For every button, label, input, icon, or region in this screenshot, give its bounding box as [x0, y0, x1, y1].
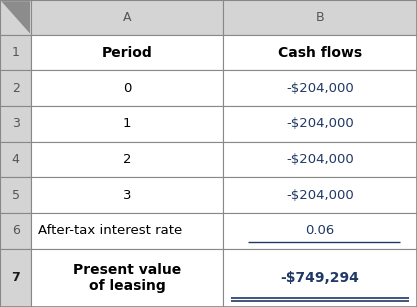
Text: 2: 2	[123, 153, 131, 166]
Text: -$749,294: -$749,294	[281, 271, 359, 285]
Text: -$204,000: -$204,000	[286, 153, 354, 166]
Text: 4: 4	[12, 153, 20, 166]
Bar	[223, 142, 417, 177]
Bar	[223, 249, 417, 307]
Bar	[223, 35, 417, 70]
Bar	[0, 106, 31, 142]
Text: 3: 3	[12, 117, 20, 130]
Text: -$204,000: -$204,000	[286, 117, 354, 130]
Text: After-tax interest rate: After-tax interest rate	[38, 224, 182, 237]
Text: A: A	[123, 11, 131, 24]
Text: 5: 5	[12, 189, 20, 202]
Text: Period: Period	[102, 45, 153, 60]
Bar	[31, 213, 223, 249]
Bar	[31, 106, 223, 142]
Bar	[31, 35, 223, 70]
Text: 1: 1	[12, 46, 20, 59]
Text: Present value
of leasing: Present value of leasing	[73, 263, 181, 293]
Bar	[0, 70, 31, 106]
Text: 1: 1	[123, 117, 131, 130]
Bar	[0, 35, 31, 70]
Bar	[223, 177, 417, 213]
Bar	[223, 70, 417, 106]
Bar	[31, 249, 223, 307]
Bar	[31, 142, 223, 177]
Text: 7: 7	[11, 271, 20, 284]
Text: 6: 6	[12, 224, 20, 237]
Bar	[223, 0, 417, 35]
Text: -$204,000: -$204,000	[286, 82, 354, 95]
Text: 2: 2	[12, 82, 20, 95]
Bar	[223, 106, 417, 142]
Bar	[31, 177, 223, 213]
Bar	[0, 142, 31, 177]
Text: Cash flows: Cash flows	[278, 45, 362, 60]
Text: 0.06: 0.06	[305, 224, 335, 237]
Text: B: B	[316, 11, 324, 24]
Bar	[0, 0, 31, 35]
Text: -$204,000: -$204,000	[286, 189, 354, 202]
Bar	[223, 213, 417, 249]
Bar	[0, 213, 31, 249]
Bar	[0, 249, 31, 307]
Bar	[31, 70, 223, 106]
Bar	[31, 0, 223, 35]
Text: 3: 3	[123, 189, 131, 202]
Polygon shape	[1, 1, 30, 33]
Text: 0: 0	[123, 82, 131, 95]
Bar	[0, 177, 31, 213]
